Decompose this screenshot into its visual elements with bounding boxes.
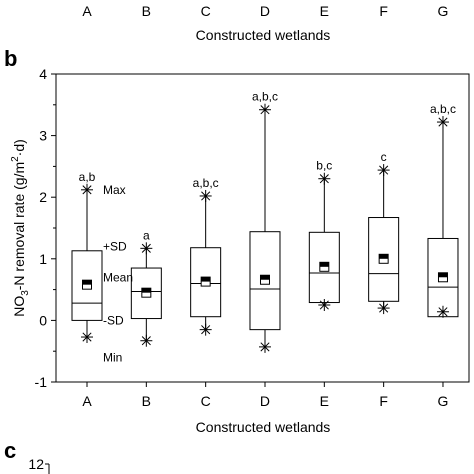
x-axis-label: Constructed wetlands [196,419,331,435]
top-category-label: G [438,3,449,19]
box-F: c [368,150,400,315]
top-category-label: B [142,3,151,19]
box-rect [130,267,162,320]
mean-marker [319,261,330,272]
box-E: b,c [308,159,340,311]
mean-marker [200,276,211,287]
panel-c-first-tick: 12 [28,456,44,472]
box-D: a,b,c [249,90,281,353]
y-tick-label: 2 [39,189,47,205]
top-x-axis-label: Constructed wetlands [196,27,331,43]
panel-b-label: b [4,46,17,71]
min-marker [81,331,93,344]
mean-marker [82,279,92,290]
min-marker [318,299,331,311]
x-tick-label: B [142,393,151,409]
box-series: a,b a a,b,c a,b,c b,c c a,b,c [71,90,459,353]
x-tick-label: C [201,393,211,409]
top-category-labels: A B C D E F G [82,3,448,19]
x-tick-label: A [82,393,92,409]
box-B: a [130,228,162,347]
y-axis-ticks: -1 0 1 2 3 4 [35,66,56,390]
mean-marker [259,274,270,285]
box-G: a,b,c [427,102,459,318]
x-tick-label: D [260,393,270,409]
significance-letters: a,b,c [430,102,456,116]
legend-annotation: Mean [103,270,133,284]
y-tick-label: 1 [39,251,47,267]
top-category-label: D [260,3,270,19]
box-A: a,b [71,170,103,344]
legend-annotation: +SD [103,239,127,253]
top-category-label: F [379,3,388,19]
box-C: a,b,c [190,176,222,336]
x-tick-label: E [320,393,329,409]
min-marker [377,302,390,315]
max-marker [199,189,212,202]
min-marker [199,323,212,336]
x-tick-label: G [438,393,449,409]
max-marker [318,172,331,185]
max-marker [81,183,93,196]
min-marker [258,340,271,353]
max-marker [377,164,390,177]
y-tick-label: 4 [39,66,47,82]
y-tick-label: -1 [35,374,48,390]
significance-letters: a,b,c [193,176,219,190]
mean-marker [141,287,152,298]
top-category-label: C [201,3,211,19]
y-axis-label: NO3-N removal rate (g/m2·d) [10,139,31,317]
legend-annotations: Max +SD Mean -SD Min [103,183,133,365]
y-tick-label: 0 [39,312,47,328]
mean-marker [437,272,448,283]
significance-letters: a [143,228,150,242]
panel-c-label: c [4,438,16,463]
min-marker [140,334,153,347]
x-axis-ticks: A B C D E F G [82,382,448,409]
significance-letters: a,b [79,170,96,184]
significance-letters: c [381,150,387,164]
min-marker [436,305,449,318]
x-tick-label: F [379,393,388,409]
plot-frame [55,73,470,383]
max-marker [436,116,449,129]
max-marker [140,242,153,255]
legend-annotation: Max [103,183,126,197]
significance-letters: a,b,c [252,90,278,104]
legend-annotation: Min [103,350,122,364]
top-category-label: A [82,3,92,19]
legend-annotation: -SD [103,313,124,327]
significance-letters: b,c [316,159,332,173]
top-category-label: E [320,3,329,19]
mean-marker [378,253,389,264]
max-marker [258,103,271,116]
y-tick-label: 3 [39,128,47,144]
